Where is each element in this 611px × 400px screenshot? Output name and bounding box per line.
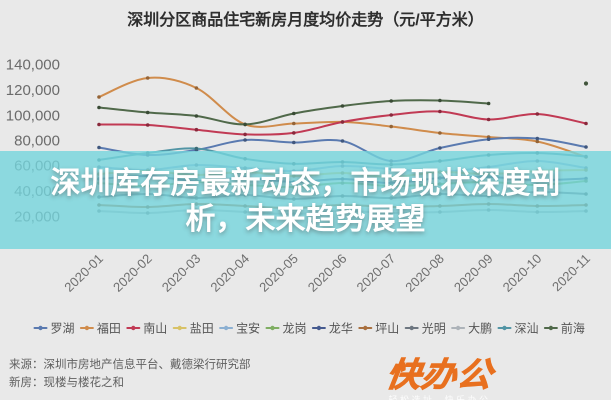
svg-text:80,000: 80,000 — [14, 133, 60, 150]
svg-text:2020-05: 2020-05 — [256, 251, 301, 295]
svg-text:深汕: 深汕 — [515, 322, 539, 336]
svg-text:2020-08: 2020-08 — [402, 251, 447, 295]
svg-text:2020-01: 2020-01 — [61, 251, 106, 295]
svg-text:坪山: 坪山 — [375, 322, 399, 336]
svg-text:龙岗: 龙岗 — [283, 322, 307, 336]
svg-text:罗湖: 罗湖 — [51, 321, 75, 336]
svg-text:2020-03: 2020-03 — [159, 251, 204, 295]
svg-text:100,000: 100,000 — [6, 107, 60, 124]
svg-text:宝安: 宝安 — [236, 321, 260, 336]
svg-text:2020-04: 2020-04 — [207, 251, 252, 295]
svg-text:盐田: 盐田 — [190, 322, 214, 336]
svg-text:前海: 前海 — [561, 321, 585, 336]
svg-text:2020-09: 2020-09 — [451, 251, 496, 295]
svg-text:120,000: 120,000 — [6, 82, 60, 99]
svg-text:大鹏: 大鹏 — [468, 322, 492, 336]
svg-text:南山: 南山 — [143, 321, 167, 336]
svg-text:2020-06: 2020-06 — [305, 251, 350, 295]
svg-text:140,000: 140,000 — [6, 57, 60, 74]
svg-text:2020-07: 2020-07 — [354, 251, 399, 295]
svg-text:2020-11: 2020-11 — [549, 251, 593, 294]
svg-text:福田: 福田 — [97, 321, 121, 336]
svg-text:龙华: 龙华 — [329, 322, 353, 336]
svg-text:光明: 光明 — [422, 322, 446, 336]
svg-text:2020-02: 2020-02 — [110, 251, 155, 295]
svg-text:2020-10: 2020-10 — [500, 251, 545, 295]
